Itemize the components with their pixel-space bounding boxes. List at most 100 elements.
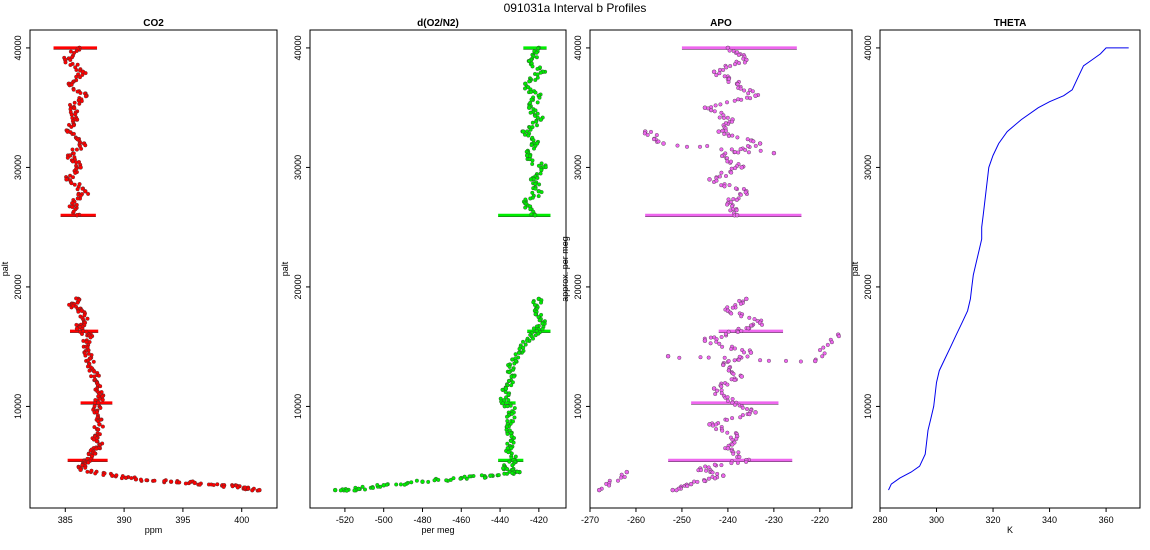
y-axis-label: palt (850, 261, 860, 276)
data-point (512, 406, 517, 411)
data-point (96, 427, 101, 432)
x-tick-label: 400 (234, 515, 249, 525)
data-point (533, 333, 538, 338)
data-point (742, 88, 747, 93)
y-tick-label: 40000 (863, 35, 873, 60)
data-point (725, 446, 731, 451)
panel-2: d(O2/N2) per meg palt -520 -500 -480 -460 -440 -… (280, 18, 567, 535)
data-point (69, 82, 74, 87)
data-point (398, 482, 403, 487)
data-point (733, 62, 737, 67)
data-point (72, 100, 77, 105)
data-point (78, 91, 83, 95)
x-tick-label: 300 (929, 515, 944, 525)
data-point (70, 159, 75, 164)
data-point (734, 436, 739, 441)
x-tick-label: -520 (336, 515, 354, 525)
data-point (507, 370, 512, 375)
data-point (76, 98, 81, 103)
data-point (338, 488, 343, 493)
data-point (722, 355, 727, 360)
data-point (530, 158, 535, 163)
data-point (534, 119, 539, 124)
data-point (624, 469, 629, 475)
data-point (100, 397, 105, 402)
data-point (712, 462, 717, 467)
data-point (760, 322, 764, 327)
data-point (738, 147, 743, 152)
data-point (94, 446, 99, 451)
data-point (69, 181, 74, 186)
data-point (246, 486, 251, 491)
data-point (371, 485, 375, 490)
data-point (702, 479, 707, 483)
x-tick-label: -260 (627, 515, 645, 525)
data-point (123, 475, 128, 480)
data-point (714, 73, 719, 78)
data-point (739, 329, 744, 333)
data-point (532, 303, 537, 307)
data-point (717, 341, 722, 346)
y-tick-label: 20000 (573, 274, 583, 299)
data-point (507, 459, 512, 464)
data-point (523, 132, 527, 137)
data-point (766, 358, 771, 363)
data-point (91, 359, 96, 364)
data-point (688, 481, 694, 487)
data-point (730, 133, 735, 138)
data-point (129, 476, 134, 481)
data-point (733, 150, 738, 154)
data-point (718, 67, 722, 72)
data-point (729, 311, 734, 316)
data-point (65, 155, 70, 160)
data-point (197, 482, 202, 487)
data-point (529, 212, 534, 217)
data-point (730, 119, 734, 124)
data-point (98, 406, 103, 410)
data-point (745, 407, 749, 411)
data-point (645, 132, 650, 137)
data-point (168, 479, 174, 484)
data-point (68, 58, 73, 62)
data-point (703, 464, 708, 469)
data-point (746, 91, 751, 96)
data-point (84, 340, 89, 344)
data-point (729, 147, 734, 152)
data-point (528, 110, 533, 115)
data-point (743, 190, 748, 195)
data-point (715, 471, 720, 476)
data-point (702, 105, 708, 110)
data-point (712, 109, 717, 114)
data-point (742, 60, 747, 65)
x-tick-label: 360 (1099, 515, 1114, 525)
data-point (695, 479, 700, 484)
data-point (724, 174, 728, 178)
data-point (705, 144, 710, 148)
data-point (597, 487, 602, 493)
data-point (739, 374, 744, 379)
data-point (402, 482, 407, 487)
data-point (726, 134, 731, 138)
data-point (74, 147, 79, 152)
data-point (713, 392, 718, 396)
data-point (709, 108, 714, 113)
data-point (720, 428, 725, 433)
data-point (505, 414, 509, 419)
data-point (509, 412, 514, 416)
x-tick-label: -420 (530, 515, 548, 525)
data-point (71, 209, 76, 214)
data-point (616, 478, 620, 483)
data-point (533, 186, 538, 191)
data-point (80, 332, 84, 336)
data-point (86, 351, 91, 356)
data-point (720, 344, 725, 349)
data-point (73, 112, 78, 117)
data-point (719, 463, 724, 468)
data-point (83, 465, 88, 470)
data-point (652, 137, 656, 142)
data-point (74, 212, 80, 218)
data-point (114, 473, 119, 478)
data-point (732, 358, 737, 363)
data-point (607, 483, 612, 488)
x-tick-label: -440 (491, 515, 509, 525)
